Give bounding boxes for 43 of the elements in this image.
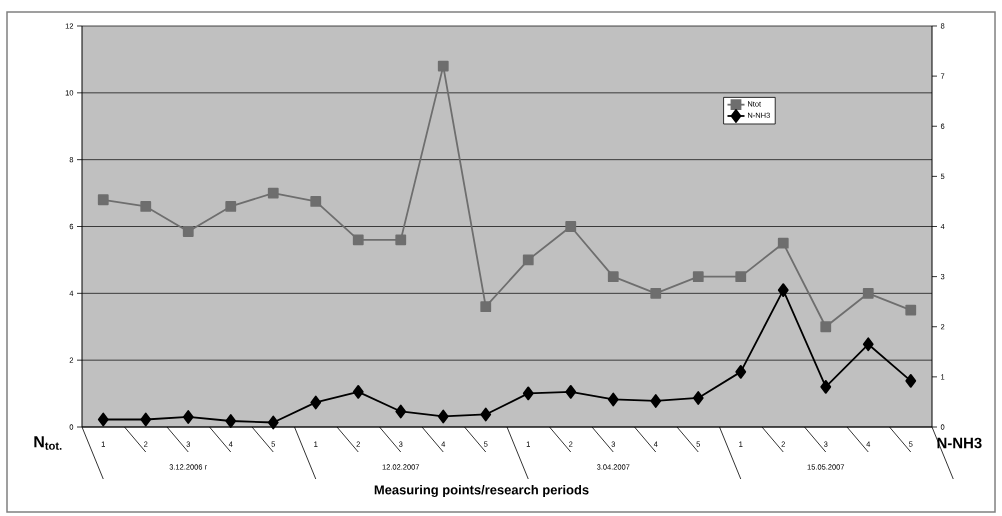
point [565,221,577,232]
point [650,394,662,408]
point [820,321,832,333]
point [97,412,109,427]
point [310,196,322,207]
point [267,415,279,430]
point [607,392,619,407]
point [777,283,789,298]
point [225,414,237,428]
point [97,194,109,206]
point [480,301,492,313]
point [607,271,619,283]
point [352,385,364,399]
point [735,271,747,283]
point [862,337,874,352]
point [182,410,194,424]
point [862,287,874,299]
y2-axis-title: N-NH3 [937,437,982,449]
point [352,234,364,246]
point [267,187,279,199]
point [437,60,449,72]
point [692,391,704,405]
point [437,409,449,424]
point [820,380,832,394]
point [522,386,534,401]
point [905,373,917,388]
x-axis-title: Measuring points/research periods [374,484,589,498]
point [735,364,747,379]
y-axis-title: N$_{tot.}$ [34,436,62,450]
point [140,412,152,427]
point [140,201,152,212]
point [182,226,194,237]
point [225,201,237,212]
point [650,287,662,299]
point [310,395,322,410]
point [692,271,704,283]
point [565,385,577,399]
point [522,254,534,266]
point [395,234,407,246]
point [777,237,789,249]
point [395,404,407,419]
point [905,304,917,316]
point [480,407,492,422]
